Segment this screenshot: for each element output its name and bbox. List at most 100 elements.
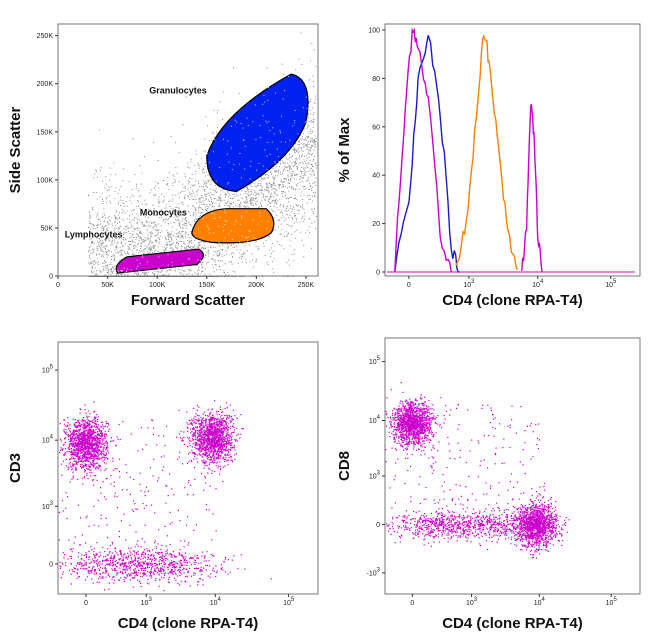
event-dot xyxy=(312,144,314,146)
event-dot xyxy=(282,183,284,185)
gate-event-dot xyxy=(306,149,308,151)
event-dot xyxy=(279,244,281,246)
event-dot xyxy=(162,220,164,222)
event-dot xyxy=(103,207,105,209)
event-dot xyxy=(243,257,245,259)
event-dot xyxy=(301,161,303,163)
event-dot xyxy=(288,216,290,218)
gate-event-dot xyxy=(278,160,280,162)
event-dot xyxy=(115,235,117,237)
event-dot xyxy=(112,266,114,268)
event-dot xyxy=(98,238,100,240)
event-dot xyxy=(183,211,185,213)
event-dot xyxy=(100,250,102,252)
event-dot xyxy=(172,182,174,184)
event-dot xyxy=(295,198,297,200)
event-dot xyxy=(83,477,85,479)
event-dot xyxy=(247,189,249,191)
histogram-series-line xyxy=(521,103,543,273)
event-dot xyxy=(315,177,317,179)
event-dot xyxy=(104,220,106,222)
event-dot xyxy=(244,193,246,195)
event-dot xyxy=(94,276,96,277)
event-dot xyxy=(172,249,174,251)
event-dot xyxy=(134,276,136,277)
event-dot xyxy=(218,204,220,206)
event-dot xyxy=(287,233,289,235)
event-dot xyxy=(102,241,104,243)
event-dot xyxy=(123,168,125,170)
event-dot xyxy=(98,468,100,470)
event-dot xyxy=(91,276,93,277)
event-dot xyxy=(307,177,309,179)
gate-event-dot xyxy=(138,270,140,272)
gate-event-dot xyxy=(142,256,144,258)
event-dot xyxy=(188,183,190,185)
event-dot xyxy=(140,243,142,245)
event-dot xyxy=(279,184,281,186)
event-dot xyxy=(177,235,179,237)
event-dot xyxy=(104,225,106,227)
event-dot xyxy=(310,121,312,123)
event-dot xyxy=(194,196,196,198)
event-dot xyxy=(182,218,184,220)
event-dot xyxy=(309,138,311,140)
event-dot xyxy=(305,139,307,141)
event-dot xyxy=(267,190,269,192)
event-dot xyxy=(273,229,275,231)
gate-event-dot xyxy=(182,267,184,269)
event-dot xyxy=(102,424,104,426)
event-dot xyxy=(270,194,272,196)
event-dot xyxy=(290,168,292,170)
event-dot xyxy=(218,254,220,256)
event-dot xyxy=(165,243,167,245)
event-dot xyxy=(87,226,89,228)
event-dot xyxy=(203,189,205,191)
event-dot xyxy=(304,139,306,141)
event-dot xyxy=(306,135,308,137)
event-dot xyxy=(137,229,139,231)
event-dot xyxy=(125,272,127,274)
event-dot xyxy=(180,276,182,277)
gate-event-dot xyxy=(236,121,238,123)
event-dot xyxy=(206,263,208,265)
event-dot xyxy=(167,276,169,277)
event-dot xyxy=(276,175,278,177)
event-dot xyxy=(106,228,108,230)
event-dot xyxy=(145,203,147,205)
event-dot xyxy=(82,417,84,419)
event-dot xyxy=(191,184,193,186)
event-dot xyxy=(100,270,102,272)
gate-event-dot xyxy=(126,270,128,272)
event-dot xyxy=(309,110,311,112)
event-dot xyxy=(72,453,74,455)
event-dot xyxy=(212,206,214,208)
event-dot xyxy=(194,165,196,167)
event-dot xyxy=(294,189,296,191)
event-dot xyxy=(91,232,93,234)
event-dot xyxy=(89,446,91,448)
event-dot xyxy=(308,199,310,201)
event-dot xyxy=(97,258,99,260)
event-dot xyxy=(249,194,251,196)
event-dot xyxy=(92,263,94,265)
event-dot xyxy=(140,195,142,197)
event-dot xyxy=(227,243,229,245)
event-dot xyxy=(208,206,210,208)
event-dot xyxy=(144,204,146,206)
event-dot xyxy=(184,198,186,200)
event-dot xyxy=(311,140,313,142)
event-dot xyxy=(304,161,306,163)
event-dot xyxy=(144,273,146,275)
gate-event-dot xyxy=(297,180,299,182)
event-dot xyxy=(310,140,312,142)
event-dot xyxy=(222,260,224,262)
gate-event-dot xyxy=(241,215,243,217)
y-tick-label: 40 xyxy=(372,173,380,180)
event-dot xyxy=(227,271,229,273)
event-dot xyxy=(266,184,268,186)
event-dot xyxy=(197,207,199,209)
event-dot xyxy=(119,228,121,230)
event-dot xyxy=(295,166,297,168)
event-dot xyxy=(200,241,202,243)
